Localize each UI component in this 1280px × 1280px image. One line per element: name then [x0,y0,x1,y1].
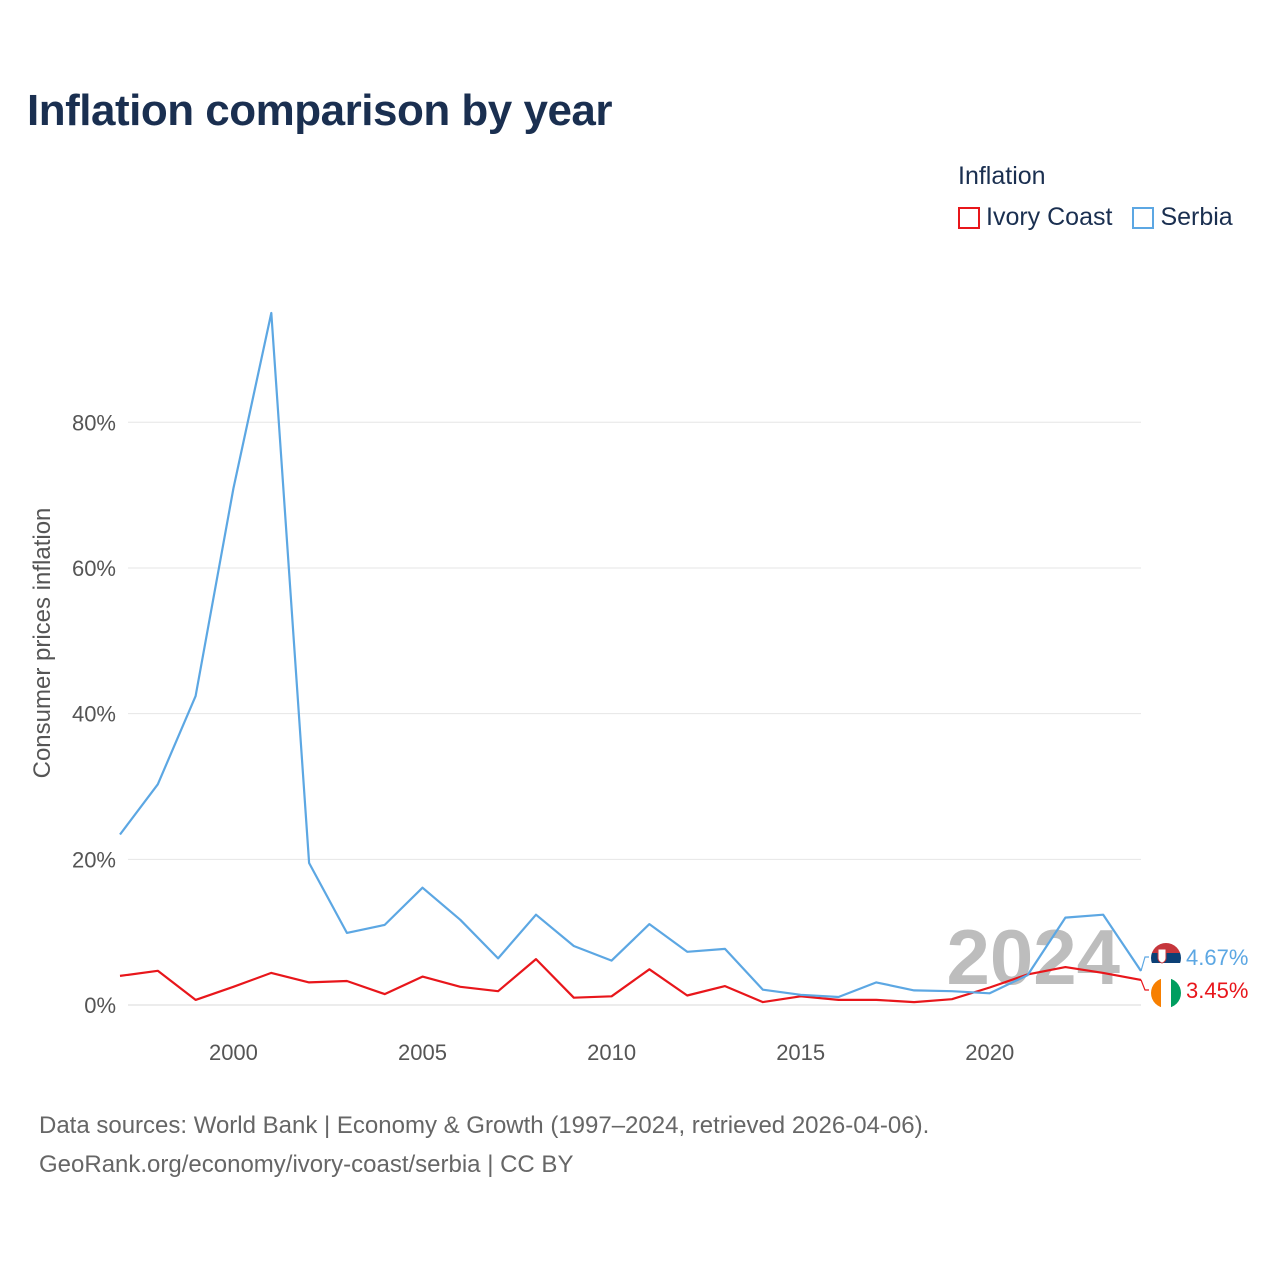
serbia-end-value-label: 4.67% [1186,945,1248,970]
credit-link[interactable]: GeoRank.org/economy/ivory-coast/serbia |… [39,1151,574,1178]
current-year-watermark: 2024 [946,913,1120,1001]
chart-title: Inflation comparison by year [27,86,613,135]
y-tick-label: 60% [72,556,116,581]
series-lines [119,311,1142,1004]
legend-items: Ivory Coast Serbia [958,203,1233,232]
legend-item-ivory-coast[interactable]: Ivory Coast [958,203,1112,232]
x-tick-label: 2000 [209,1040,258,1065]
serbia-flag-icon [1151,943,1181,973]
end-label-connectors [1140,956,1149,991]
ivory-coast-flag-icon [1151,978,1181,1008]
legend-label-ivory-coast: Ivory Coast [986,203,1113,231]
ivory-coast-end-value-label: 3.45% [1186,978,1248,1003]
y-axis-label: Consumer prices inflation [29,508,56,779]
x-tick-label: 2010 [587,1040,636,1065]
legend-label-serbia: Serbia [1160,203,1233,231]
y-tick-label: 20% [72,847,116,872]
y-tick-label: 80% [72,410,116,435]
gridlines [128,421,1141,1006]
series-line-serbia[interactable] [119,311,1142,999]
legend-title: Inflation [958,162,1046,190]
x-tick-label: 2015 [776,1040,825,1065]
sources-footer: Data sources: World Bank | Economy & Gro… [39,1106,929,1184]
legend-item-serbia[interactable]: Serbia [1132,203,1233,232]
y-tick-label: 40% [72,702,116,727]
x-tick-label: 2020 [965,1040,1014,1065]
connector-ivory-coast [1140,979,1149,991]
connector-serbia [1140,956,1149,972]
y-axis: 0% 20% 40% 60% 80% [72,410,116,1018]
x-axis: 2000 2005 2010 2015 2020 [209,1040,1014,1065]
legend-swatch-ivory-coast [958,206,980,229]
data-sources-text: Data sources: World Bank | Economy & Gro… [39,1112,930,1139]
y-tick-label: 0% [84,993,116,1018]
legend-swatch-serbia [1132,206,1155,229]
legend: Inflation Ivory Coast Serbia [958,162,1233,232]
x-tick-label: 2005 [398,1040,447,1065]
